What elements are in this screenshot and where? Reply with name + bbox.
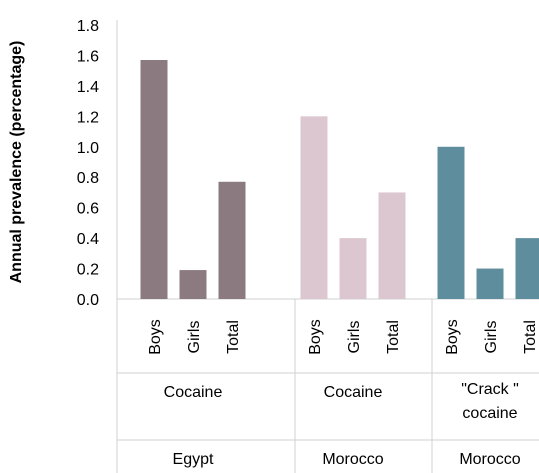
x-tick-label: Total [522,320,539,354]
drug-label: Cocaine [164,384,223,401]
y-axis-label-group: Annual prevalence (percentage) [8,41,25,284]
x-tick-label: Total [225,320,242,354]
category-labels: Boys Girls Total Cocaine Egypt Boys Girls Total… [147,319,539,468]
bar-boys [140,60,168,300]
drug-label: "Crack " [461,381,519,398]
bar-total [515,238,539,299]
country-label: Morocco [322,451,383,468]
x-tick-label: Girls [483,321,500,354]
bar-girls [339,238,367,299]
bar-boys [300,116,328,299]
y-tick-label: 1.0 [77,140,99,157]
y-tick-label: 1.6 [77,48,99,65]
y-tick-label: 1.8 [77,18,99,35]
bar-girls [476,268,504,299]
drug-label: cocaine [462,405,517,422]
y-tick-label: 0.8 [77,170,99,187]
x-tick-label: Total [385,320,402,354]
y-tick-label: 0.2 [77,262,99,279]
y-tick-label: 0.0 [77,292,99,309]
y-tick-label: 1.4 [77,79,99,96]
drug-label: Cocaine [324,384,383,401]
y-tick-label: 0.6 [77,201,99,218]
bar-girls [179,270,207,299]
y-tick-label: 1.2 [77,109,99,126]
bars [140,60,539,300]
bar-total [378,192,406,299]
y-axis-title: Annual prevalence (percentage) [8,41,25,284]
x-tick-label: Boys [444,319,461,355]
bar-total [218,181,246,299]
country-label: Egypt [173,451,214,468]
y-tick-labels: 0.0 0.2 0.4 0.6 0.8 1.0 1.2 1.4 1.6 1.8 [77,18,99,309]
y-tick-label: 0.4 [77,231,99,248]
x-tick-label: Girls [346,321,363,354]
country-label: Morocco [459,451,520,468]
x-tick-label: Girls [186,321,203,354]
bar-boys [437,146,465,299]
x-tick-label: Boys [147,319,164,355]
x-tick-label: Boys [307,319,324,355]
